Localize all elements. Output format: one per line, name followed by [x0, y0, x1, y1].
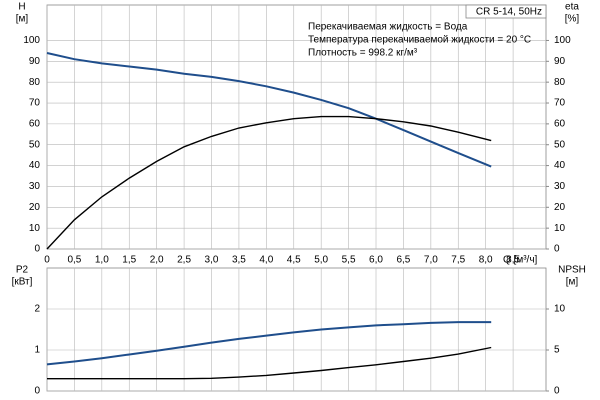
y-tick-label: 50: [29, 139, 41, 150]
y-axis-unit: [кВт]: [12, 277, 33, 288]
y-tick-label: 100: [23, 35, 40, 46]
x-tick-label: 2,0: [150, 255, 164, 266]
y2-axis-unit: [м]: [566, 277, 579, 288]
y-tick-label: 30: [29, 181, 41, 192]
annotation: Перекачиваемая жидкость = Вода: [308, 22, 468, 33]
x-tick-label: 0: [44, 255, 50, 266]
x-tick-label: 8,0: [479, 255, 493, 266]
x-tick-label: 2,5: [177, 255, 191, 266]
x-tick-label: 4,5: [287, 255, 301, 266]
y2-tick-label: 0: [554, 386, 560, 397]
x-tick-label: 1,0: [95, 255, 109, 266]
x-tick-label: 1,5: [122, 255, 136, 266]
y-tick-label: 10: [29, 223, 41, 234]
y-tick-label: 2: [34, 304, 40, 315]
y-tick-label: 20: [29, 202, 41, 213]
y2-tick-label: 10: [554, 223, 566, 234]
y2-tick-label: 60: [554, 119, 566, 130]
x-tick-label: 4,0: [259, 255, 273, 266]
curve: [46, 321, 492, 366]
x-tick-label: 0,5: [67, 255, 81, 266]
y-tick-label: 1: [34, 345, 40, 356]
y-tick-label: 40: [29, 160, 41, 171]
y2-axis-label: eta: [565, 2, 579, 13]
x-tick-label: 7,5: [451, 255, 465, 266]
x-tick-label: 6,0: [369, 255, 383, 266]
y2-tick-label: 20: [554, 202, 566, 213]
curve: [46, 52, 492, 168]
y2-tick-label: 90: [554, 56, 566, 67]
y2-tick-label: 10: [554, 304, 566, 315]
y2-tick-label: 5: [554, 345, 560, 356]
y-axis-label: P2: [16, 265, 29, 276]
x-tick-label: 5,5: [342, 255, 356, 266]
chart-label: CR 5-14, 50Hz: [476, 7, 542, 18]
x-tick-label: 3,5: [232, 255, 246, 266]
y2-tick-label: 30: [554, 181, 566, 192]
x-tick-label: 3,0: [205, 255, 219, 266]
y-tick-label: 0: [34, 244, 40, 255]
y-axis-label: H: [18, 2, 25, 13]
y2-tick-label: 40: [554, 160, 566, 171]
y2-axis-label: NPSH: [558, 265, 586, 276]
y-tick-label: 60: [29, 119, 41, 130]
y-tick-label: 80: [29, 77, 41, 88]
y-tick-label: 0: [34, 386, 40, 397]
y2-axis-unit: [%]: [565, 14, 580, 25]
curve: [46, 115, 492, 250]
y2-tick-label: 70: [554, 98, 566, 109]
y-axis-unit: [м]: [16, 14, 29, 25]
annotation: Плотность = 998.2 кг/м³: [308, 48, 418, 59]
x-axis-label: Q [м³/ч]: [503, 255, 538, 266]
x-tick-label: 8,5: [506, 255, 520, 266]
y-tick-label: 70: [29, 98, 41, 109]
y2-tick-label: 80: [554, 77, 566, 88]
curve: [47, 346, 492, 380]
y-tick-label: 90: [29, 56, 41, 67]
y2-tick-label: 0: [554, 244, 560, 255]
y2-tick-label: 50: [554, 139, 566, 150]
x-tick-label: 6,5: [396, 255, 410, 266]
x-tick-label: 7,0: [424, 255, 438, 266]
x-tick-label: 5,0: [314, 255, 328, 266]
label-box: [465, 4, 547, 19]
annotation: Температура перекачиваемой жидкости = 20…: [308, 35, 531, 46]
y2-tick-label: 100: [554, 35, 571, 46]
